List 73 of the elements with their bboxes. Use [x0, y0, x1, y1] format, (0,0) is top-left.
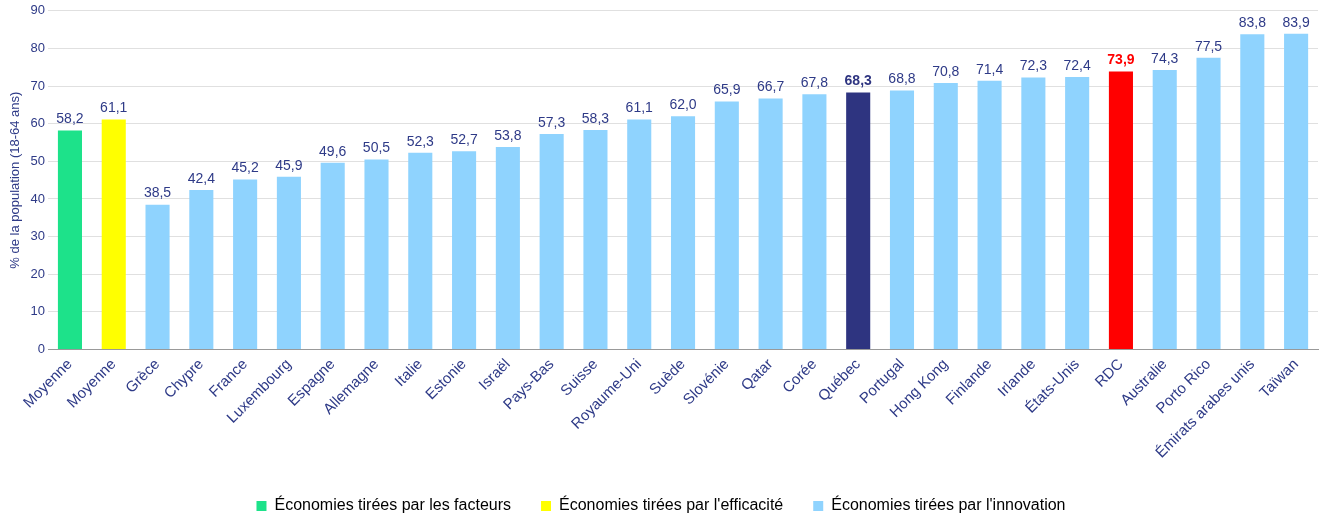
y-tick-label: 50: [30, 152, 46, 168]
data-label: 68,3: [844, 72, 873, 89]
bar: [1284, 33, 1309, 350]
y-tick-label: 70: [30, 77, 46, 93]
data-label: 72,4: [1063, 56, 1091, 73]
bar: [1108, 71, 1133, 350]
bar: [452, 151, 477, 350]
bar: [714, 101, 739, 350]
legend-label: Économies tirées par l'innovation: [831, 495, 1066, 514]
bar: [233, 179, 258, 350]
legend-label: Économies tirées par les facteurs: [274, 495, 512, 514]
y-tick-label: 90: [30, 2, 46, 18]
data-label: 65,9: [713, 81, 741, 98]
data-label: 77,5: [1194, 37, 1223, 54]
bar: [276, 176, 301, 350]
y-tick-label: 10: [30, 303, 46, 319]
y-tick-label: 60: [30, 115, 46, 131]
bar: [1196, 57, 1221, 350]
y-tick-label: 0: [37, 341, 46, 357]
y-tick-label: 20: [30, 265, 46, 281]
data-label: 83,8: [1238, 13, 1267, 30]
bar: [846, 92, 871, 350]
y-tick-label: 80: [30, 40, 46, 56]
legend-label: Économies tirées par l'efficacité: [559, 495, 784, 514]
data-label: 52,3: [406, 132, 435, 149]
data-label: 67,8: [800, 74, 829, 91]
y-axis-title: % de la population (18-64 ans): [7, 91, 23, 269]
data-label: 83,9: [1282, 13, 1310, 30]
data-label: 53,8: [494, 126, 522, 143]
data-label: 52,7: [450, 131, 478, 148]
bar: [933, 83, 958, 350]
bar: [889, 90, 915, 350]
bar: [101, 119, 126, 350]
data-label: 74,3: [1151, 49, 1179, 66]
y-tick-label: 40: [30, 190, 46, 206]
bar: [627, 119, 652, 350]
bar: [583, 130, 608, 350]
data-label: 72,3: [1019, 57, 1048, 74]
bar: [802, 94, 827, 350]
bar: [408, 152, 433, 350]
data-label: 38,5: [143, 184, 172, 201]
bar: [189, 189, 214, 350]
data-label: 66,7: [756, 78, 785, 95]
data-label: 45,2: [231, 159, 259, 176]
bar: [1152, 69, 1177, 350]
bar: [57, 130, 82, 350]
data-label: 57,3: [538, 113, 566, 130]
bar: [364, 159, 389, 350]
data-label: 58,2: [56, 110, 84, 127]
bar: [539, 133, 564, 350]
bar: [758, 98, 783, 350]
data-label: 61,1: [100, 99, 128, 116]
data-label: 68,8: [888, 70, 916, 87]
data-label: 42,4: [187, 169, 216, 186]
x-tick-label: Italie: [390, 354, 426, 390]
y-tick-label: 30: [30, 228, 46, 244]
data-label: 45,9: [275, 156, 303, 173]
bar: [145, 204, 170, 350]
data-label: 50,5: [362, 139, 391, 156]
data-label: 49,6: [319, 142, 347, 159]
data-label: 62,0: [669, 96, 697, 113]
bar: [1021, 77, 1046, 350]
bar: [1065, 77, 1090, 350]
bar: [320, 162, 345, 350]
data-label: 61,1: [625, 99, 654, 116]
bar: [1240, 34, 1265, 350]
bar: [495, 147, 520, 350]
data-label: 58,3: [581, 109, 610, 126]
bar: [977, 80, 1002, 350]
bar: [670, 116, 696, 350]
data-label: 71,4: [975, 60, 1004, 77]
data-label: 70,8: [932, 62, 960, 79]
data-label: 73,9: [1107, 51, 1135, 68]
